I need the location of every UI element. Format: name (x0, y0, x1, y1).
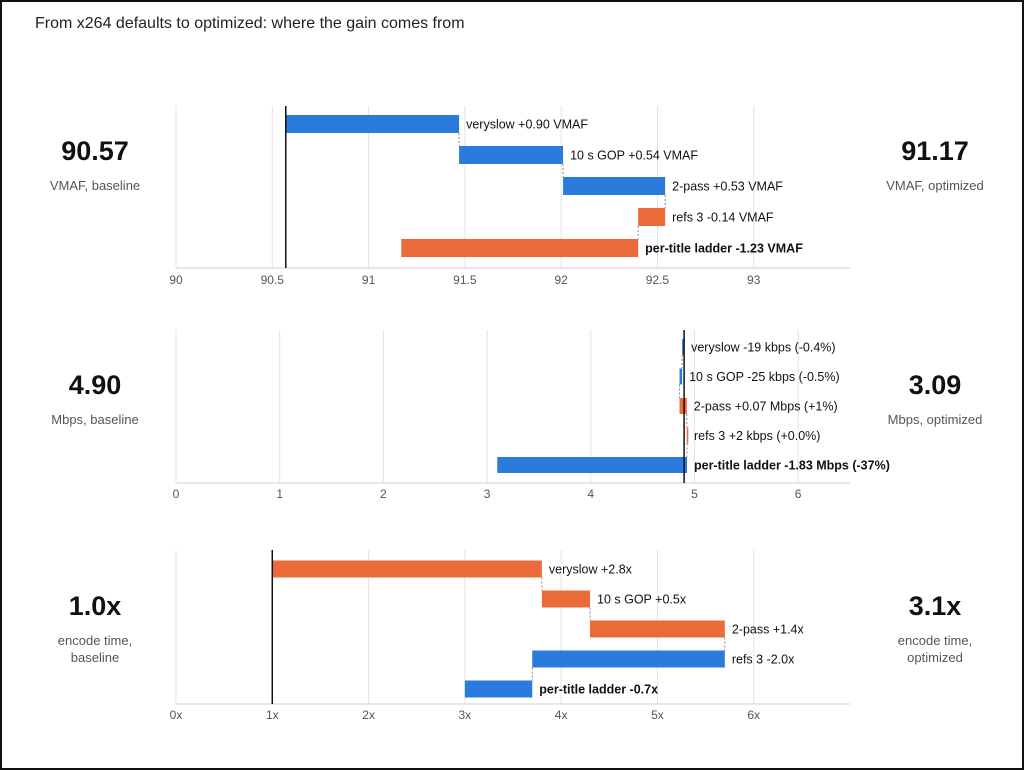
baseline-value: 90.57 (61, 136, 129, 166)
waterfall-bar (679, 398, 687, 414)
optimized-label: Mbps, optimized (887, 412, 983, 427)
step-label: per-title ladder -0.7x (539, 683, 658, 697)
tick-label: 1 (276, 487, 283, 501)
tick-label: 0 (173, 487, 180, 501)
optimized-stat: 3.1x encode time, optimized (860, 590, 1010, 666)
baseline-label: Mbps, baseline (51, 412, 139, 427)
waterfall-bar (497, 457, 687, 473)
tick-label: 90 (169, 273, 183, 287)
tick-label: 1x (266, 708, 279, 722)
waterfall-bar (679, 368, 683, 385)
step-label: 10 s GOP -25 kbps (-0.5%) (689, 370, 840, 384)
tick-label: 91 (362, 273, 376, 287)
tick-label: 93 (747, 273, 761, 287)
tick-label: 6 (795, 487, 802, 501)
step-label: 2-pass +0.07 Mbps (+1%) (694, 400, 838, 414)
step-label: veryslow +2.8x (549, 563, 633, 577)
waterfall-bar (563, 177, 666, 195)
tick-label: 6x (747, 708, 760, 722)
baseline-stat: 4.90 Mbps, baseline (20, 369, 170, 428)
step-label: veryslow -19 kbps (-0.4%) (691, 341, 836, 355)
waterfall-bar (682, 339, 685, 355)
waterfall-bar (590, 620, 725, 638)
baseline-stat: 1.0x encode time, baseline (20, 590, 170, 666)
chart-title: From x264 defaults to optimized: where t… (35, 15, 465, 32)
waterfall-bar (638, 208, 666, 226)
tick-label: 2 (380, 487, 387, 501)
tick-label: 90.5 (261, 273, 285, 287)
optimized-label: VMAF, optimized (886, 178, 984, 193)
tick-label: 4x (555, 708, 568, 722)
optimized-value: 3.09 (908, 370, 962, 400)
waterfall-bar (541, 590, 591, 608)
waterfall-bar (686, 427, 689, 444)
step-label: 10 s GOP +0.5x (597, 593, 687, 607)
step-label: per-title ladder -1.23 VMAF (645, 242, 803, 256)
tick-label: 0x (170, 708, 183, 722)
step-label: per-title ladder -1.83 Mbps (-37%) (694, 459, 890, 473)
waterfall-bar (401, 239, 639, 257)
baseline-label-line-1: encode time, (57, 633, 133, 648)
step-label: 2-pass +1.4x (732, 623, 805, 637)
step-label: refs 3 -2.0x (732, 653, 795, 667)
optimized-value: 3.1x (908, 591, 962, 621)
tick-label: 2x (362, 708, 375, 722)
tick-label: 92.5 (646, 273, 670, 287)
step-label: refs 3 +2 kbps (+0.0%) (694, 429, 820, 443)
optimized-stat: 3.09 Mbps, optimized (860, 369, 1010, 428)
optimized-label-line-1: encode time, (897, 633, 973, 648)
step-label: refs 3 -0.14 VMAF (672, 211, 774, 225)
step-label: 10 s GOP +0.54 VMAF (570, 149, 698, 163)
optimized-stat: 91.17 VMAF, optimized (860, 135, 1010, 194)
baseline-label: encode time, baseline (20, 632, 170, 666)
optimized-label: encode time, optimized (860, 632, 1010, 666)
tick-label: 3x (459, 708, 472, 722)
baseline-value: 4.90 (68, 370, 122, 400)
baseline-stat: 90.57 VMAF, baseline (20, 135, 170, 194)
step-label: 2-pass +0.53 VMAF (672, 180, 783, 194)
tick-label: 3 (484, 487, 491, 501)
waterfall-bar (464, 680, 533, 698)
optimized-value: 91.17 (901, 136, 969, 166)
optimized-label-line-2: optimized (907, 650, 963, 665)
tick-label: 92 (554, 273, 568, 287)
waterfall-bar (285, 115, 460, 133)
tick-label: 5x (651, 708, 664, 722)
tick-label: 4 (587, 487, 594, 501)
waterfall-bar (459, 146, 564, 164)
baseline-value: 1.0x (68, 591, 122, 621)
waterfall-bar (272, 560, 542, 578)
baseline-label-line-2: baseline (70, 650, 120, 665)
baseline-label: VMAF, baseline (49, 178, 141, 193)
step-label: veryslow +0.90 VMAF (466, 118, 588, 132)
tick-label: 91.5 (453, 273, 477, 287)
waterfall-bar (532, 650, 725, 668)
tick-label: 5 (691, 487, 698, 501)
